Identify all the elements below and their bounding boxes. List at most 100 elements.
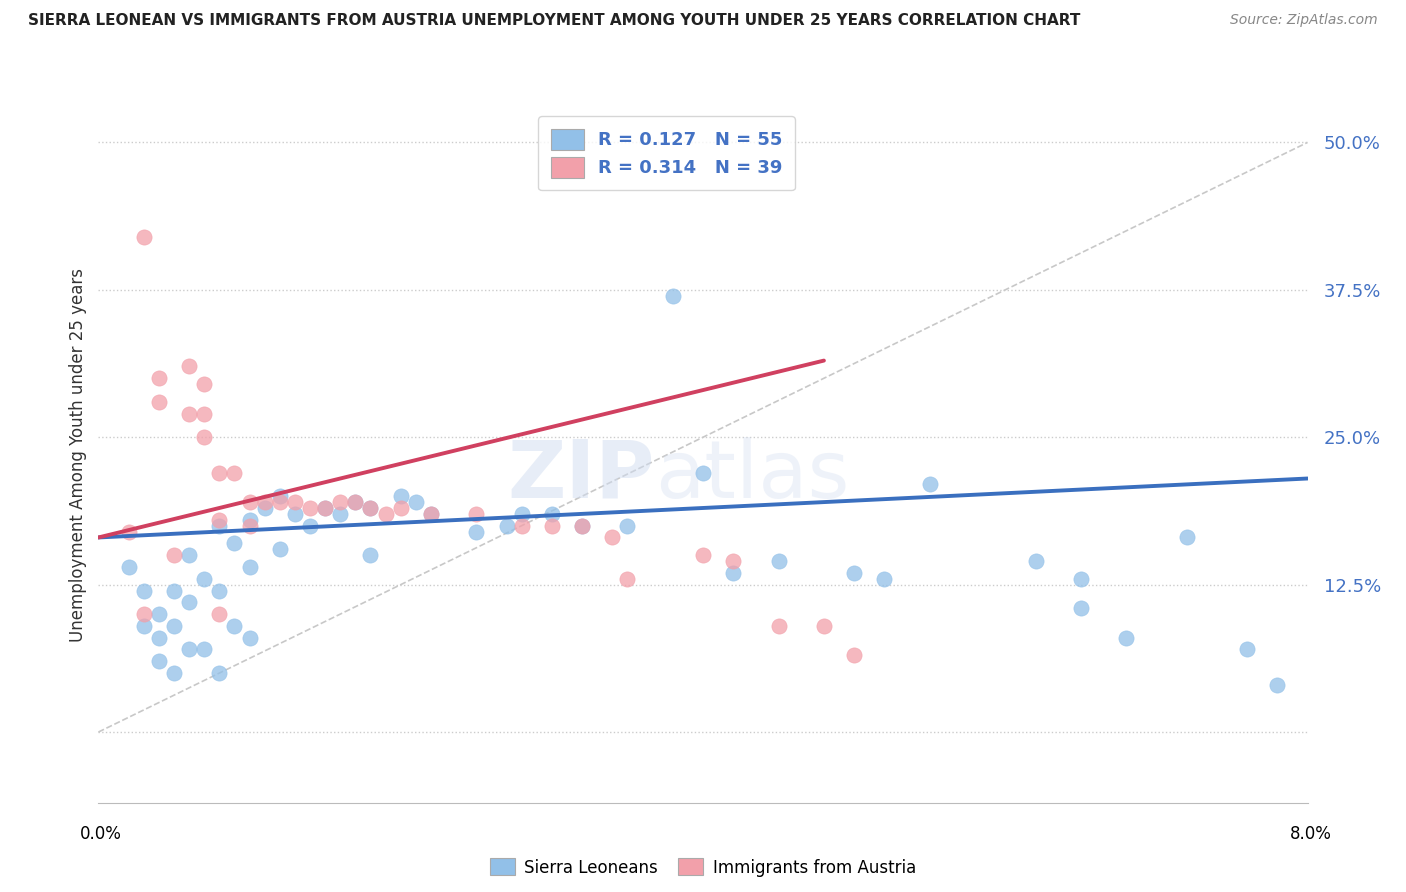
Point — [723, 554, 745, 568]
Point — [179, 595, 201, 609]
Point — [813, 619, 835, 633]
Point — [193, 407, 215, 421]
Point — [540, 507, 562, 521]
Text: 8.0%: 8.0% — [1289, 825, 1331, 843]
Point — [495, 518, 517, 533]
Point — [163, 583, 186, 598]
Point — [1236, 642, 1258, 657]
Point — [1070, 601, 1092, 615]
Point — [148, 371, 170, 385]
Point — [148, 395, 170, 409]
Point — [193, 430, 215, 444]
Point — [465, 524, 488, 539]
Text: 0.0%: 0.0% — [80, 825, 122, 843]
Text: atlas: atlas — [655, 437, 849, 515]
Point — [269, 542, 291, 557]
Point — [299, 500, 322, 515]
Point — [179, 407, 201, 421]
Point — [602, 531, 624, 545]
Point — [1115, 631, 1137, 645]
Point — [692, 548, 714, 562]
Point — [359, 548, 381, 562]
Point — [571, 518, 593, 533]
Point — [768, 619, 790, 633]
Point — [163, 619, 186, 633]
Text: SIERRA LEONEAN VS IMMIGRANTS FROM AUSTRIA UNEMPLOYMENT AMONG YOUTH UNDER 25 YEAR: SIERRA LEONEAN VS IMMIGRANTS FROM AUSTRI… — [28, 13, 1080, 29]
Point — [208, 518, 231, 533]
Point — [208, 583, 231, 598]
Point — [118, 560, 141, 574]
Y-axis label: Unemployment Among Youth under 25 years: Unemployment Among Youth under 25 years — [69, 268, 87, 642]
Point — [344, 495, 367, 509]
Point — [299, 518, 322, 533]
Point — [844, 566, 866, 580]
Point — [284, 495, 307, 509]
Point — [405, 495, 427, 509]
Point — [224, 619, 246, 633]
Text: ZIP: ZIP — [508, 437, 655, 515]
Point — [314, 500, 336, 515]
Point — [239, 513, 262, 527]
Point — [118, 524, 141, 539]
Point — [179, 359, 201, 374]
Point — [1265, 678, 1288, 692]
Point — [132, 607, 155, 621]
Point — [344, 495, 367, 509]
Point — [253, 495, 276, 509]
Point — [148, 654, 170, 668]
Point — [359, 500, 381, 515]
Point — [284, 507, 307, 521]
Point — [163, 666, 186, 681]
Point — [208, 466, 231, 480]
Point — [239, 560, 262, 574]
Point — [179, 642, 201, 657]
Point — [359, 500, 381, 515]
Point — [419, 507, 441, 521]
Point — [571, 518, 593, 533]
Point — [208, 607, 231, 621]
Point — [239, 631, 262, 645]
Point — [239, 495, 262, 509]
Point — [148, 607, 170, 621]
Point — [510, 507, 533, 521]
Point — [148, 631, 170, 645]
Point — [389, 489, 412, 503]
Point — [269, 489, 291, 503]
Point — [239, 518, 262, 533]
Point — [419, 507, 441, 521]
Point — [179, 548, 201, 562]
Point — [163, 548, 186, 562]
Point — [918, 477, 941, 491]
Point — [132, 229, 155, 244]
Text: Source: ZipAtlas.com: Source: ZipAtlas.com — [1230, 13, 1378, 28]
Point — [208, 666, 231, 681]
Point — [661, 289, 683, 303]
Point — [314, 500, 336, 515]
Point — [692, 466, 714, 480]
Point — [616, 572, 638, 586]
Point — [224, 536, 246, 550]
Point — [132, 619, 155, 633]
Point — [224, 466, 246, 480]
Point — [844, 648, 866, 663]
Point — [510, 518, 533, 533]
Point — [132, 583, 155, 598]
Point — [374, 507, 396, 521]
Point — [768, 554, 790, 568]
Point — [193, 572, 215, 586]
Point — [540, 518, 562, 533]
Point — [873, 572, 896, 586]
Point — [465, 507, 488, 521]
Legend: Sierra Leoneans, Immigrants from Austria: Sierra Leoneans, Immigrants from Austria — [481, 850, 925, 885]
Point — [1175, 531, 1198, 545]
Point — [1024, 554, 1046, 568]
Point — [616, 518, 638, 533]
Point — [389, 500, 412, 515]
Point — [329, 495, 352, 509]
Point — [723, 566, 745, 580]
Point — [269, 495, 291, 509]
Point — [208, 513, 231, 527]
Point — [253, 500, 276, 515]
Point — [329, 507, 352, 521]
Point — [1070, 572, 1092, 586]
